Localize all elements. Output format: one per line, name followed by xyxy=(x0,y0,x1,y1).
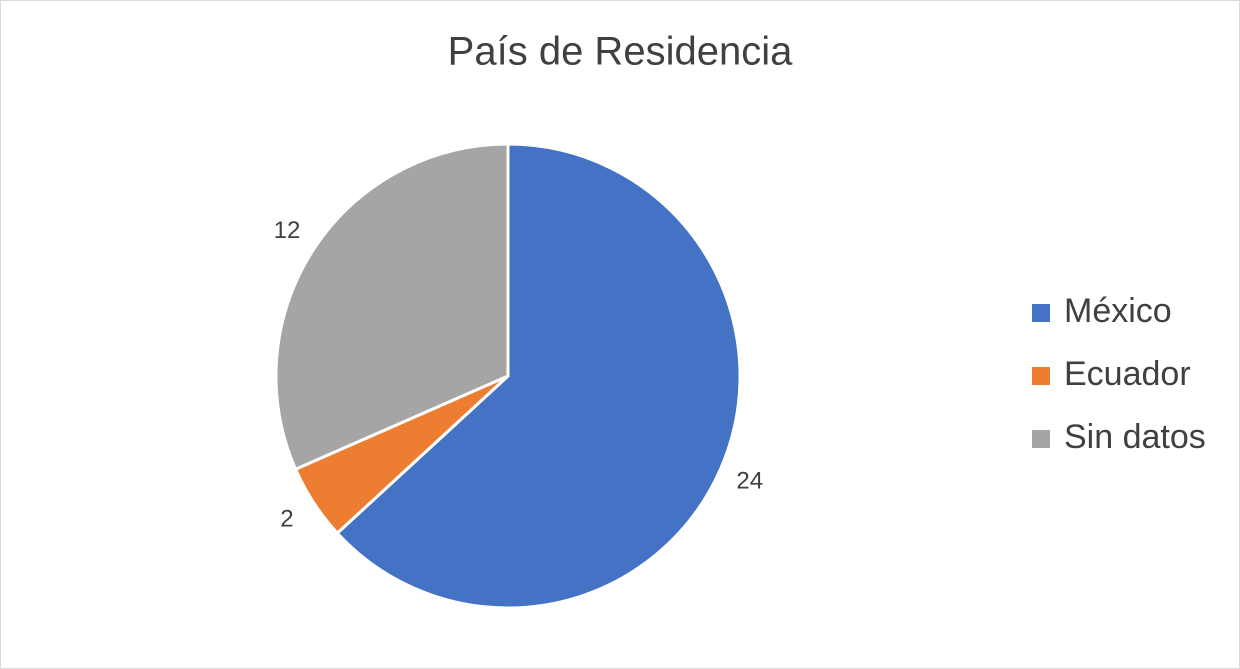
data-label: 2 xyxy=(280,506,293,533)
data-label: 24 xyxy=(736,467,763,494)
legend-label: Ecuador xyxy=(1064,355,1191,393)
legend-swatch xyxy=(1032,304,1050,322)
legend-swatch xyxy=(1032,367,1050,385)
data-label: 12 xyxy=(274,217,301,244)
legend-label: México xyxy=(1064,292,1172,330)
chart-title: País de Residencia xyxy=(448,30,793,74)
pie-slice xyxy=(335,142,742,610)
pie-slice xyxy=(274,142,510,472)
legend-label: Sin datos xyxy=(1064,418,1206,456)
legend-swatch xyxy=(1032,430,1050,448)
